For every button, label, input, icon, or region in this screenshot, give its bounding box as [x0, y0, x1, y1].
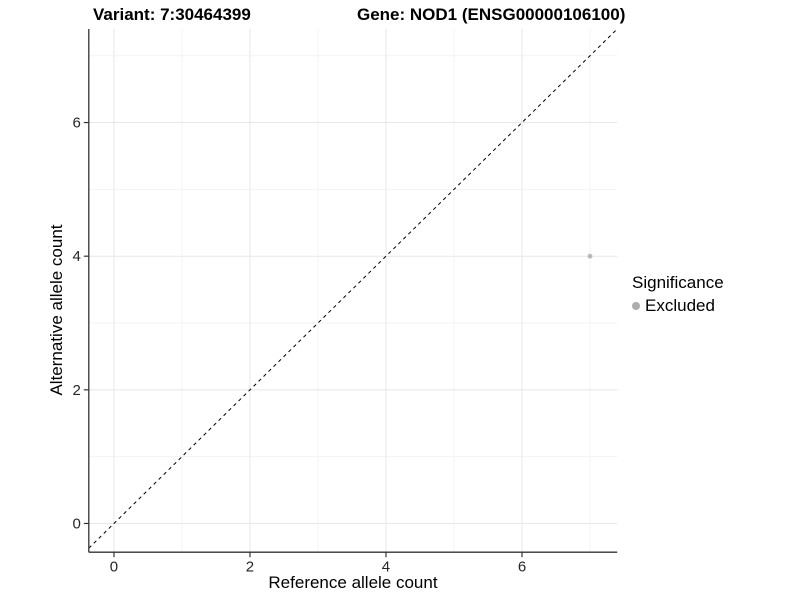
- x-tick-label: 2: [246, 559, 254, 576]
- y-tick-label: 4: [72, 248, 80, 265]
- legend-item-excluded: Excluded: [632, 296, 724, 316]
- variant-title: Variant: 7:30464399: [93, 5, 251, 24]
- gene-title: Gene: NOD1 (ENSG00000106100): [357, 5, 626, 24]
- y-tick-label: 2: [72, 382, 80, 399]
- data-point: [587, 253, 593, 259]
- y-tick-label: 0: [72, 515, 80, 532]
- y-tick-label: 6: [72, 114, 80, 131]
- identity-line: [88, 28, 618, 549]
- legend: Significance Excluded: [632, 273, 724, 316]
- x-tick-label: 6: [518, 559, 526, 576]
- legend-point-icon: [632, 302, 640, 310]
- x-tick-label: 4: [382, 559, 390, 576]
- legend-title: Significance: [632, 273, 724, 292]
- y-axis-title: Alternative allele count: [47, 224, 66, 396]
- x-tick-label: 0: [110, 559, 118, 576]
- legend-item-label: Excluded: [645, 296, 715, 315]
- x-axis-title: Reference allele count: [268, 573, 438, 592]
